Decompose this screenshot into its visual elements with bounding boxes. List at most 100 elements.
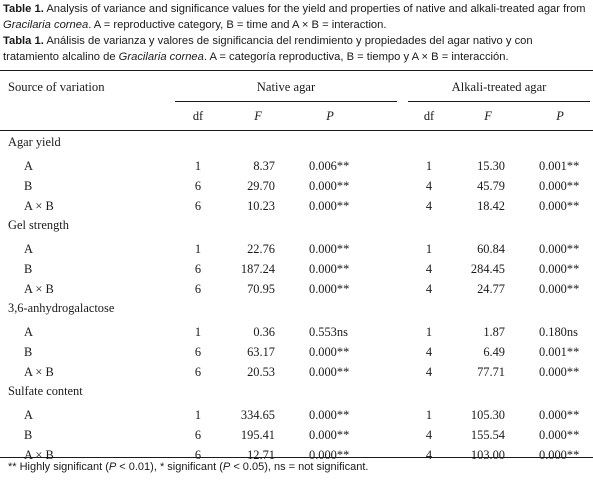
section-title: Sulfate content: [8, 384, 83, 398]
alkali-f-cell: 105.30: [470, 408, 505, 422]
header-alkali-f: F: [484, 109, 492, 123]
alkali-df-cell: 1: [425, 242, 433, 256]
header-native-df: df: [192, 109, 204, 123]
alkali-p-cell: 0.001**: [539, 159, 580, 173]
source-of-variation-cell: A × B: [24, 448, 54, 462]
native-p-cell: 0.000**: [309, 199, 350, 213]
alkali-f-cell: 1.87: [483, 325, 505, 339]
alkali-f-cell: 155.54: [470, 428, 505, 442]
source-of-variation-cell: A × B: [24, 199, 54, 213]
alkali-df-cell: 4: [425, 428, 433, 442]
native-p-cell: 0.000**: [309, 262, 350, 276]
alkali-df-cell: 4: [425, 179, 433, 193]
species-name: Gracilaria cornea: [118, 50, 204, 63]
header-source-of-variation: Source of variation: [8, 80, 105, 94]
section-title: Gel strength: [8, 218, 69, 232]
footnote-p-symbol: P: [222, 461, 231, 473]
alkali-df-cell: 1: [425, 408, 433, 422]
table-caption-english: Table 1. Analysis of variance and signif…: [3, 2, 591, 33]
native-p-cell: 0.000**: [309, 345, 350, 359]
native-f-cell: 0.36: [253, 325, 275, 339]
alkali-f-cell: 284.45: [470, 262, 505, 276]
native-f-cell: 334.65: [240, 408, 275, 422]
footnote-text: ** Highly significant (: [8, 461, 109, 473]
native-f-cell: 20.53: [247, 365, 275, 379]
native-f-cell: 12.71: [247, 448, 275, 462]
alkali-p-cell: 0.000**: [539, 282, 580, 296]
alkali-f-cell: 45.79: [477, 179, 505, 193]
native-p-cell: 0.000**: [309, 428, 350, 442]
alkali-f-cell: 60.84: [477, 242, 505, 256]
native-df-cell: 6: [194, 448, 202, 462]
alkali-p-cell: 0.000**: [539, 242, 580, 256]
native-df-cell: 6: [194, 199, 202, 213]
native-df-cell: 6: [194, 365, 202, 379]
table-footnote: ** Highly significant (P < 0.01), * sign…: [8, 460, 368, 474]
alkali-df-cell: 4: [425, 345, 433, 359]
native-f-cell: 70.95: [247, 282, 275, 296]
native-df-cell: 1: [194, 325, 202, 339]
native-f-cell: 187.24: [240, 262, 275, 276]
native-df-cell: 6: [194, 282, 202, 296]
caption-text: Analysis of variance and significance va…: [43, 3, 586, 15]
source-of-variation-cell: B: [24, 345, 33, 359]
section-title: Agar yield: [8, 135, 61, 149]
header-native-agar: Native agar: [256, 80, 316, 94]
footnote-text: < 0.05), ns = not significant.: [230, 461, 369, 473]
alkali-df-cell: 4: [425, 365, 433, 379]
alkali-f-cell: 24.77: [477, 282, 505, 296]
alkali-df-cell: 1: [425, 325, 433, 339]
table-caption-spanish: Tabla 1. Análisis de varianza y valores …: [3, 34, 591, 65]
alkali-p-cell: 0.180ns: [539, 325, 578, 339]
alkali-df-cell: 4: [425, 448, 433, 462]
caption-text: Análisis de varianza y valores de signif…: [3, 35, 533, 63]
native-f-cell: 22.76: [247, 242, 275, 256]
header-native-p: P: [326, 109, 334, 123]
caption-text: . A = reproductive category, B = time an…: [88, 18, 387, 31]
alkali-f-cell: 18.42: [477, 199, 505, 213]
species-name: Gracilaria cornea: [3, 18, 89, 31]
alkali-p-cell: 0.000**: [539, 408, 580, 422]
native-p-cell: 0.000**: [309, 242, 350, 256]
source-of-variation-cell: B: [24, 179, 33, 193]
alkali-f-cell: 6.49: [483, 345, 505, 359]
alkali-p-cell: 0.000**: [539, 262, 580, 276]
header-alkali-p: P: [556, 109, 564, 123]
native-f-cell: 63.17: [247, 345, 275, 359]
table-bottom-rule: [0, 457, 593, 458]
alkali-f-cell: 103.00: [470, 448, 505, 462]
alkali-df-cell: 4: [425, 282, 433, 296]
alkali-p-cell: 0.000**: [539, 199, 580, 213]
native-p-cell: 0.006**: [309, 159, 350, 173]
native-f-cell: 10.23: [247, 199, 275, 213]
header-alkali-treated-agar: Alkali-treated agar: [451, 80, 547, 94]
table-top-rule: [0, 70, 593, 71]
alkali-df-cell: 1: [425, 159, 433, 173]
source-of-variation-cell: A: [24, 325, 33, 339]
native-df-cell: 1: [194, 408, 202, 422]
alkali-p-cell: 0.000**: [539, 448, 580, 462]
native-p-cell: 0.000**: [309, 365, 350, 379]
native-f-cell: 8.37: [253, 159, 275, 173]
caption-text: . A = categoría reproductiva, B = tiempo…: [203, 50, 509, 63]
header-native-f: F: [254, 109, 262, 123]
alkali-p-cell: 0.000**: [539, 179, 580, 193]
native-f-cell: 195.41: [240, 428, 275, 442]
alkali-df-cell: 4: [425, 199, 433, 213]
native-p-cell: 0.000**: [309, 408, 350, 422]
header-alkali-df: df: [423, 109, 435, 123]
header-bottom-rule: [0, 130, 593, 131]
alkali-p-cell: 0.000**: [539, 428, 580, 442]
native-group-rule: [175, 101, 397, 102]
source-of-variation-cell: B: [24, 428, 33, 442]
footnote-p-symbol: P: [108, 461, 117, 473]
native-df-cell: 6: [194, 179, 202, 193]
alkali-f-cell: 15.30: [477, 159, 505, 173]
native-df-cell: 6: [194, 262, 202, 276]
alkali-p-cell: 0.000**: [539, 365, 580, 379]
source-of-variation-cell: A: [24, 408, 33, 422]
footnote-text: < 0.01), * significant (: [116, 461, 223, 473]
native-p-cell: 0.553ns: [309, 325, 348, 339]
native-df-cell: 6: [194, 428, 202, 442]
native-p-cell: 0.000**: [309, 282, 350, 296]
